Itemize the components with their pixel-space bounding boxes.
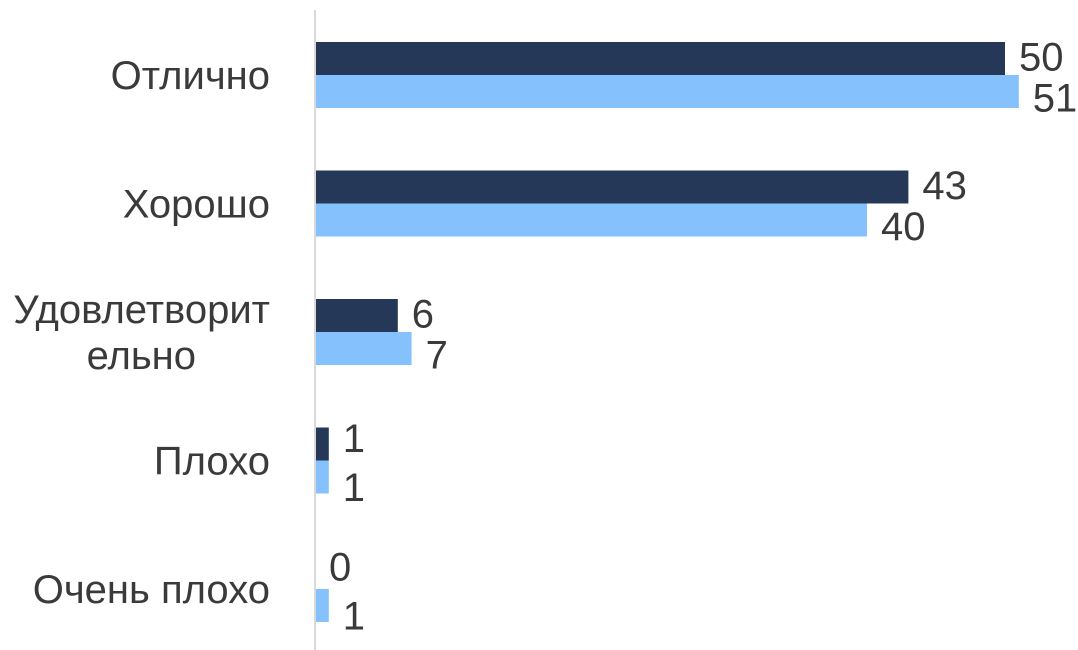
bar-series-1-cat-0 xyxy=(315,75,1019,108)
bar-series-0-cat-3 xyxy=(315,427,329,461)
category-label-0: Отлично xyxy=(111,54,270,98)
category-labels: Отлично Хорошо Удовлетворит ельно Плохо Очень… xyxy=(13,54,270,612)
value-label-series-0-cat-1: 43 xyxy=(922,164,967,208)
value-label-series-1-cat-3: 1 xyxy=(343,466,365,510)
category-label-1: Хорошо xyxy=(123,183,270,227)
category-label-2: Удовлетворит ельно xyxy=(13,288,270,378)
value-label-series-1-cat-4: 1 xyxy=(343,595,365,639)
bars xyxy=(315,42,1019,622)
value-label-series-1-cat-0: 51 xyxy=(1033,77,1078,121)
bar-series-1-cat-1 xyxy=(315,203,867,237)
bar-series-0-cat-1 xyxy=(315,170,909,204)
value-label-series-0-cat-2: 6 xyxy=(412,293,434,337)
bar-series-1-cat-2 xyxy=(315,332,412,365)
bar-series-1-cat-3 xyxy=(315,460,329,494)
value-label-series-0-cat-0: 50 xyxy=(1019,36,1064,80)
category-label-4: Очень плохо xyxy=(33,568,270,612)
value-label-series-0-cat-3: 1 xyxy=(343,417,365,461)
bar-series-1-cat-4 xyxy=(315,589,329,622)
bar-series-0-cat-2 xyxy=(315,299,398,332)
value-label-series-1-cat-1: 40 xyxy=(881,205,926,249)
category-label-3: Плохо xyxy=(154,440,270,484)
value-label-series-0-cat-4: 0 xyxy=(329,546,351,590)
value-label-series-1-cat-2: 7 xyxy=(426,334,448,378)
bar-series-0-cat-0 xyxy=(315,42,1005,75)
